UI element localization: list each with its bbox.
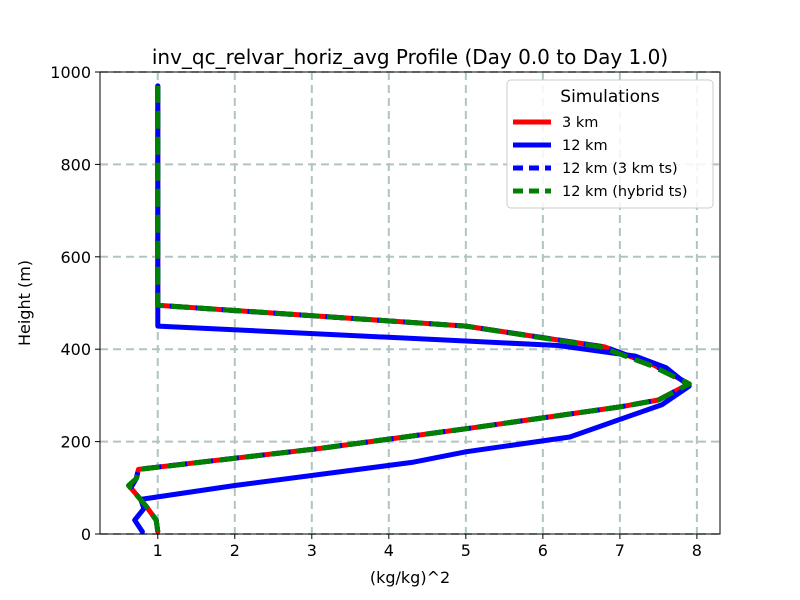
y-tick-label: 0 [81,525,91,544]
legend-title: Simulations [560,87,660,107]
legend-label-2: 12 km [562,138,608,154]
series-layer [126,83,692,535]
x-tick-label: 2 [230,541,240,560]
series-line-4 [126,85,692,533]
x-tick-label: 7 [615,541,625,560]
x-tick-label: 6 [538,541,548,560]
legend-box [506,79,714,209]
y-axis-label: Height (m) [15,260,34,346]
x-tick-label: 4 [384,541,394,560]
y-tick-label: 400 [60,340,91,359]
legend: Simulations 3 km 12 km 12 km (3 km ts) 12 k… [506,79,714,209]
x-tick-label: 8 [692,541,702,560]
y-tick-label: 600 [60,248,91,267]
plot-frame [99,71,721,535]
legend-label-4: 12 km (hybrid ts) [562,184,688,200]
x-axis-label: (kg/kg)^2 [370,568,450,587]
y-tick-label: 800 [60,155,91,174]
chart-title: inv_qc_relvar_horiz_avg Profile (Day 0.0… [152,45,668,69]
y-tick-label: 200 [60,433,91,452]
legend-label-1: 3 km [562,115,598,131]
x-tick-label: 1 [153,541,163,560]
x-tick-label: 5 [461,541,471,560]
x-tick-label: 3 [307,541,317,560]
y-tick-label: 1000 [50,63,91,82]
legend-label-3: 12 km (3 km ts) [562,161,678,177]
ticks: 1 2 3 4 5 6 7 8 0 200 400 600 800 1000 [50,63,702,560]
legend-items: 3 km 12 km 12 km (3 km ts) 12 km (hybrid ts… [513,115,688,200]
